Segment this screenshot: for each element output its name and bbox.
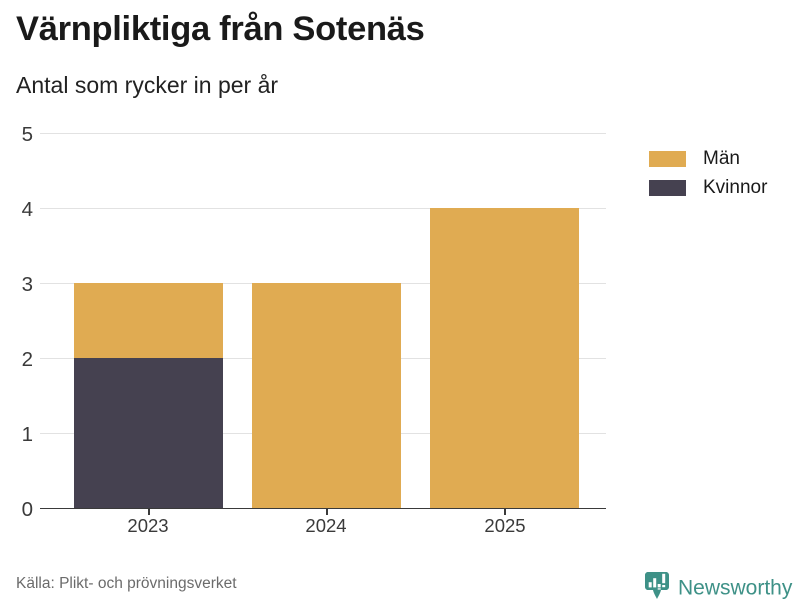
svg-text:Newsworthy: Newsworthy [678,577,793,600]
